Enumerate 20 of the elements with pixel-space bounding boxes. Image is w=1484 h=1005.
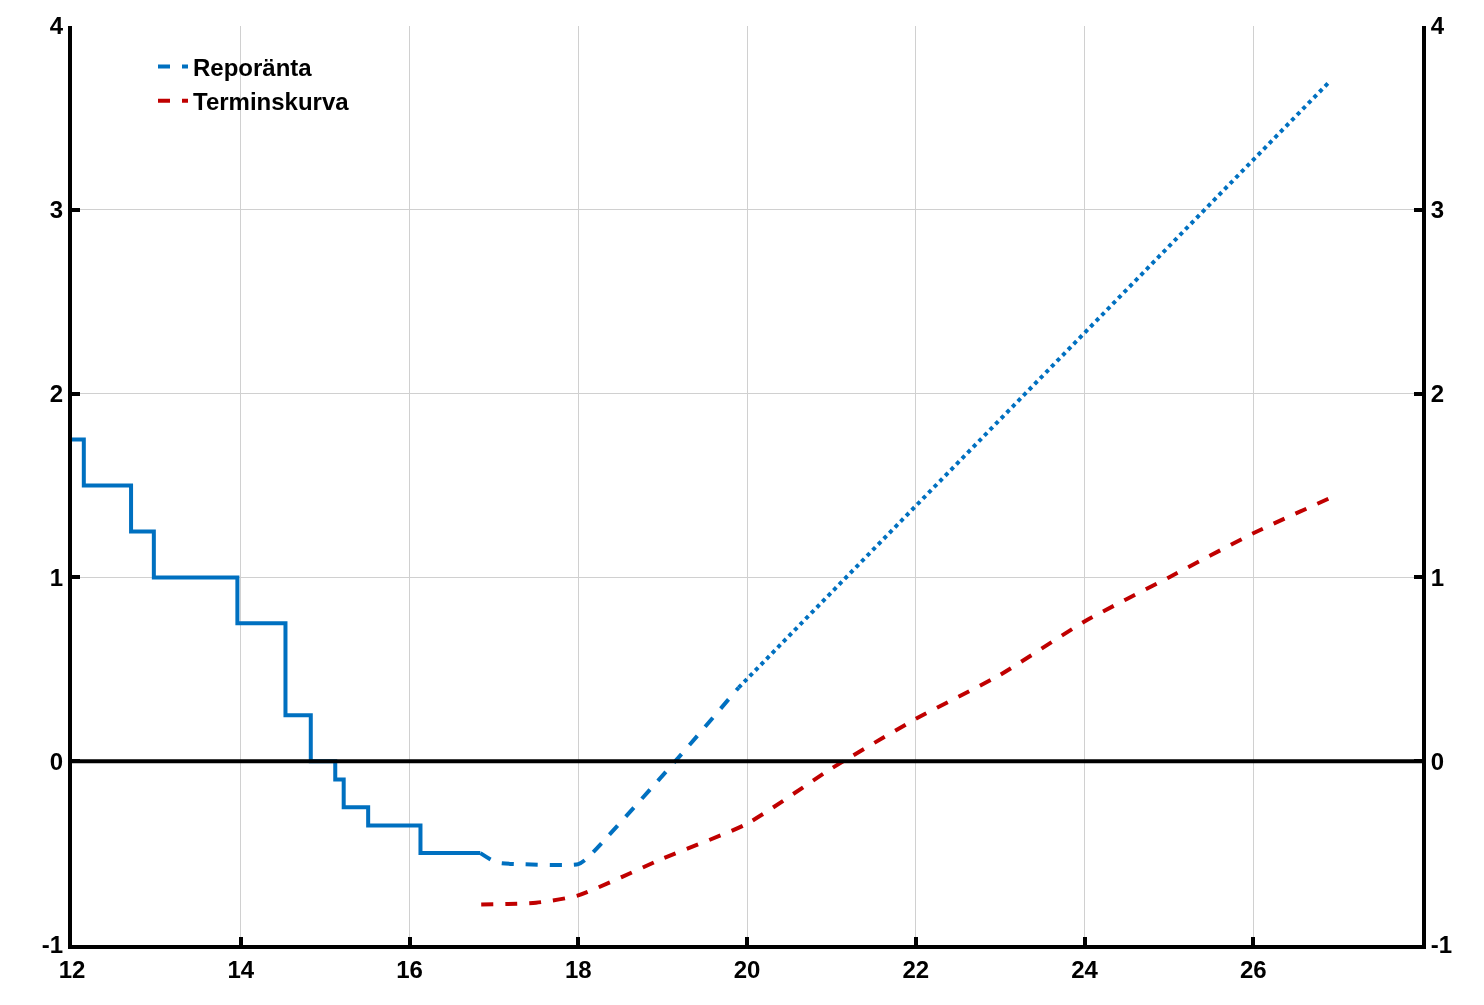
x-tick-label: 16 xyxy=(396,955,423,983)
x-tick-label: 22 xyxy=(902,955,930,983)
y2-tick-label: 1 xyxy=(1430,563,1445,591)
legend-label: Terminskurva xyxy=(193,88,350,116)
x-tick-label: 18 xyxy=(564,955,592,983)
y2-tick-label: 0 xyxy=(1430,747,1445,775)
y-tick-label: 1 xyxy=(49,563,64,591)
y2-tick-label: 3 xyxy=(1430,196,1445,224)
y-tick-label: 3 xyxy=(49,196,64,224)
legend-label: Reporänta xyxy=(193,53,313,81)
x-tick-label: 20 xyxy=(733,955,761,983)
y2-tick-label: -1 xyxy=(1430,931,1453,959)
y2-tick-label: 2 xyxy=(1430,380,1445,407)
y-tick-label: 0 xyxy=(49,747,64,775)
x-tick-label: 14 xyxy=(227,955,255,983)
x-tick-label: 24 xyxy=(1071,955,1099,983)
y-tick-label: 4 xyxy=(49,12,64,40)
y2-tick-label: 4 xyxy=(1430,12,1445,40)
x-tick-label: 26 xyxy=(1239,955,1267,983)
y-tick-label: 2 xyxy=(49,380,64,407)
